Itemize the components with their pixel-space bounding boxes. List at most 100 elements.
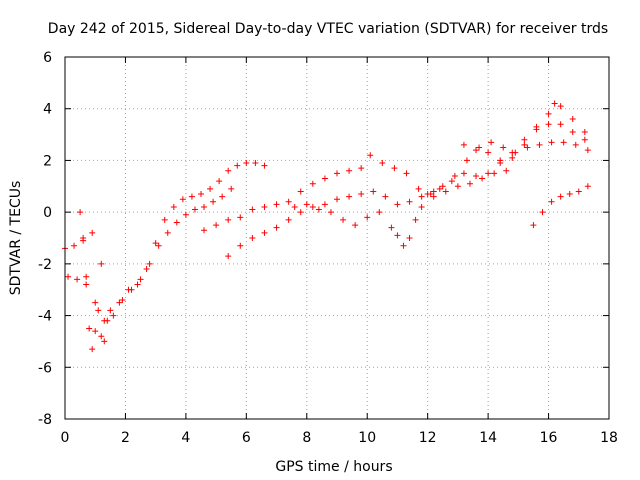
data-point: [198, 191, 204, 198]
data-point: [403, 170, 410, 177]
data-point: [466, 180, 473, 187]
data-point: [406, 235, 413, 241]
data-point: [358, 165, 365, 172]
series-track-6: [291, 167, 510, 249]
data-point: [569, 128, 576, 135]
data-points: [62, 100, 591, 353]
data-point: [225, 167, 232, 174]
data-point: [213, 222, 220, 229]
data-point: [521, 141, 528, 148]
data-point: [557, 193, 564, 200]
y-tick-label: 4: [43, 102, 52, 118]
data-point: [188, 193, 195, 200]
data-point: [83, 273, 90, 280]
data-point: [252, 160, 259, 167]
data-point: [98, 333, 105, 340]
y-tick-label: -8: [38, 412, 52, 428]
data-point: [551, 100, 558, 107]
data-point: [415, 185, 422, 192]
data-point: [101, 338, 108, 345]
data-point: [572, 141, 579, 148]
series-track-10: [530, 183, 591, 229]
data-point: [173, 219, 180, 226]
data-point: [228, 185, 235, 192]
data-point: [451, 172, 458, 179]
data-point: [448, 178, 455, 185]
data-point: [219, 193, 226, 200]
data-point: [83, 281, 90, 288]
data-point: [77, 209, 84, 216]
data-point: [210, 198, 217, 205]
data-point: [406, 198, 413, 205]
data-point: [143, 266, 150, 273]
data-point: [521, 136, 528, 143]
data-point: [104, 317, 111, 324]
data-point: [71, 242, 78, 249]
data-point: [261, 229, 268, 236]
data-point: [327, 209, 334, 216]
data-point: [439, 183, 446, 190]
data-point: [170, 203, 177, 210]
data-point: [358, 191, 365, 198]
data-point: [237, 214, 244, 221]
y-tick-label: -2: [38, 257, 52, 273]
data-point: [497, 157, 504, 164]
data-point: [164, 229, 171, 236]
x-tick-label: 16: [540, 430, 558, 446]
data-point: [116, 299, 123, 306]
chart-title: Day 242 of 2015, Sidereal Day-to-day VTE…: [48, 21, 608, 37]
data-point: [584, 147, 591, 154]
data-point: [285, 198, 292, 205]
data-point: [273, 224, 280, 231]
data-point: [376, 209, 383, 216]
data-point: [86, 325, 93, 332]
data-point: [548, 139, 555, 146]
data-point: [442, 188, 449, 195]
x-tick-label: 8: [302, 430, 311, 446]
series-track-5: [225, 188, 437, 260]
data-point: [201, 203, 208, 210]
data-point: [119, 297, 126, 304]
data-point: [137, 276, 144, 283]
x-axis-label: GPS time / hours: [275, 459, 392, 475]
data-point: [352, 222, 359, 229]
data-point: [569, 116, 576, 123]
data-point: [89, 346, 96, 353]
data-point: [460, 170, 467, 177]
data-point: [334, 196, 340, 203]
data-point: [479, 175, 486, 182]
data-point: [98, 260, 105, 267]
data-point: [418, 203, 425, 210]
data-point: [155, 242, 162, 249]
data-point: [309, 180, 316, 187]
data-point: [261, 162, 268, 169]
data-point: [321, 201, 328, 208]
axis-ticks: 0 2 4 6 8 10 12 14 16 18 -8 -6 -4 -2 0 2 4 6: [38, 50, 618, 446]
data-point: [95, 307, 102, 314]
data-point: [566, 191, 573, 198]
x-tick-label: 6: [242, 430, 251, 446]
data-point: [485, 149, 492, 156]
y-tick-label: -6: [38, 360, 52, 376]
data-point: [191, 206, 198, 213]
y-tick-label: 0: [43, 205, 52, 221]
y-tick-label: -4: [38, 309, 52, 325]
data-point: [503, 167, 510, 174]
data-point: [536, 141, 543, 148]
series-track-4: [201, 165, 365, 234]
data-point: [321, 175, 328, 182]
data-point: [261, 203, 268, 210]
data-point: [473, 147, 480, 154]
data-point: [545, 121, 552, 128]
data-point: [391, 165, 398, 172]
data-point: [315, 206, 322, 213]
series-track-1: [62, 160, 268, 314]
data-point: [107, 307, 114, 314]
x-tick-label: 4: [181, 430, 190, 446]
data-point: [303, 201, 310, 208]
data-point: [334, 170, 340, 177]
series-track-9: [460, 121, 588, 164]
y-axis-label: SDTVAR / TECUs: [8, 181, 24, 296]
data-point: [560, 139, 567, 146]
data-point: [92, 328, 99, 335]
